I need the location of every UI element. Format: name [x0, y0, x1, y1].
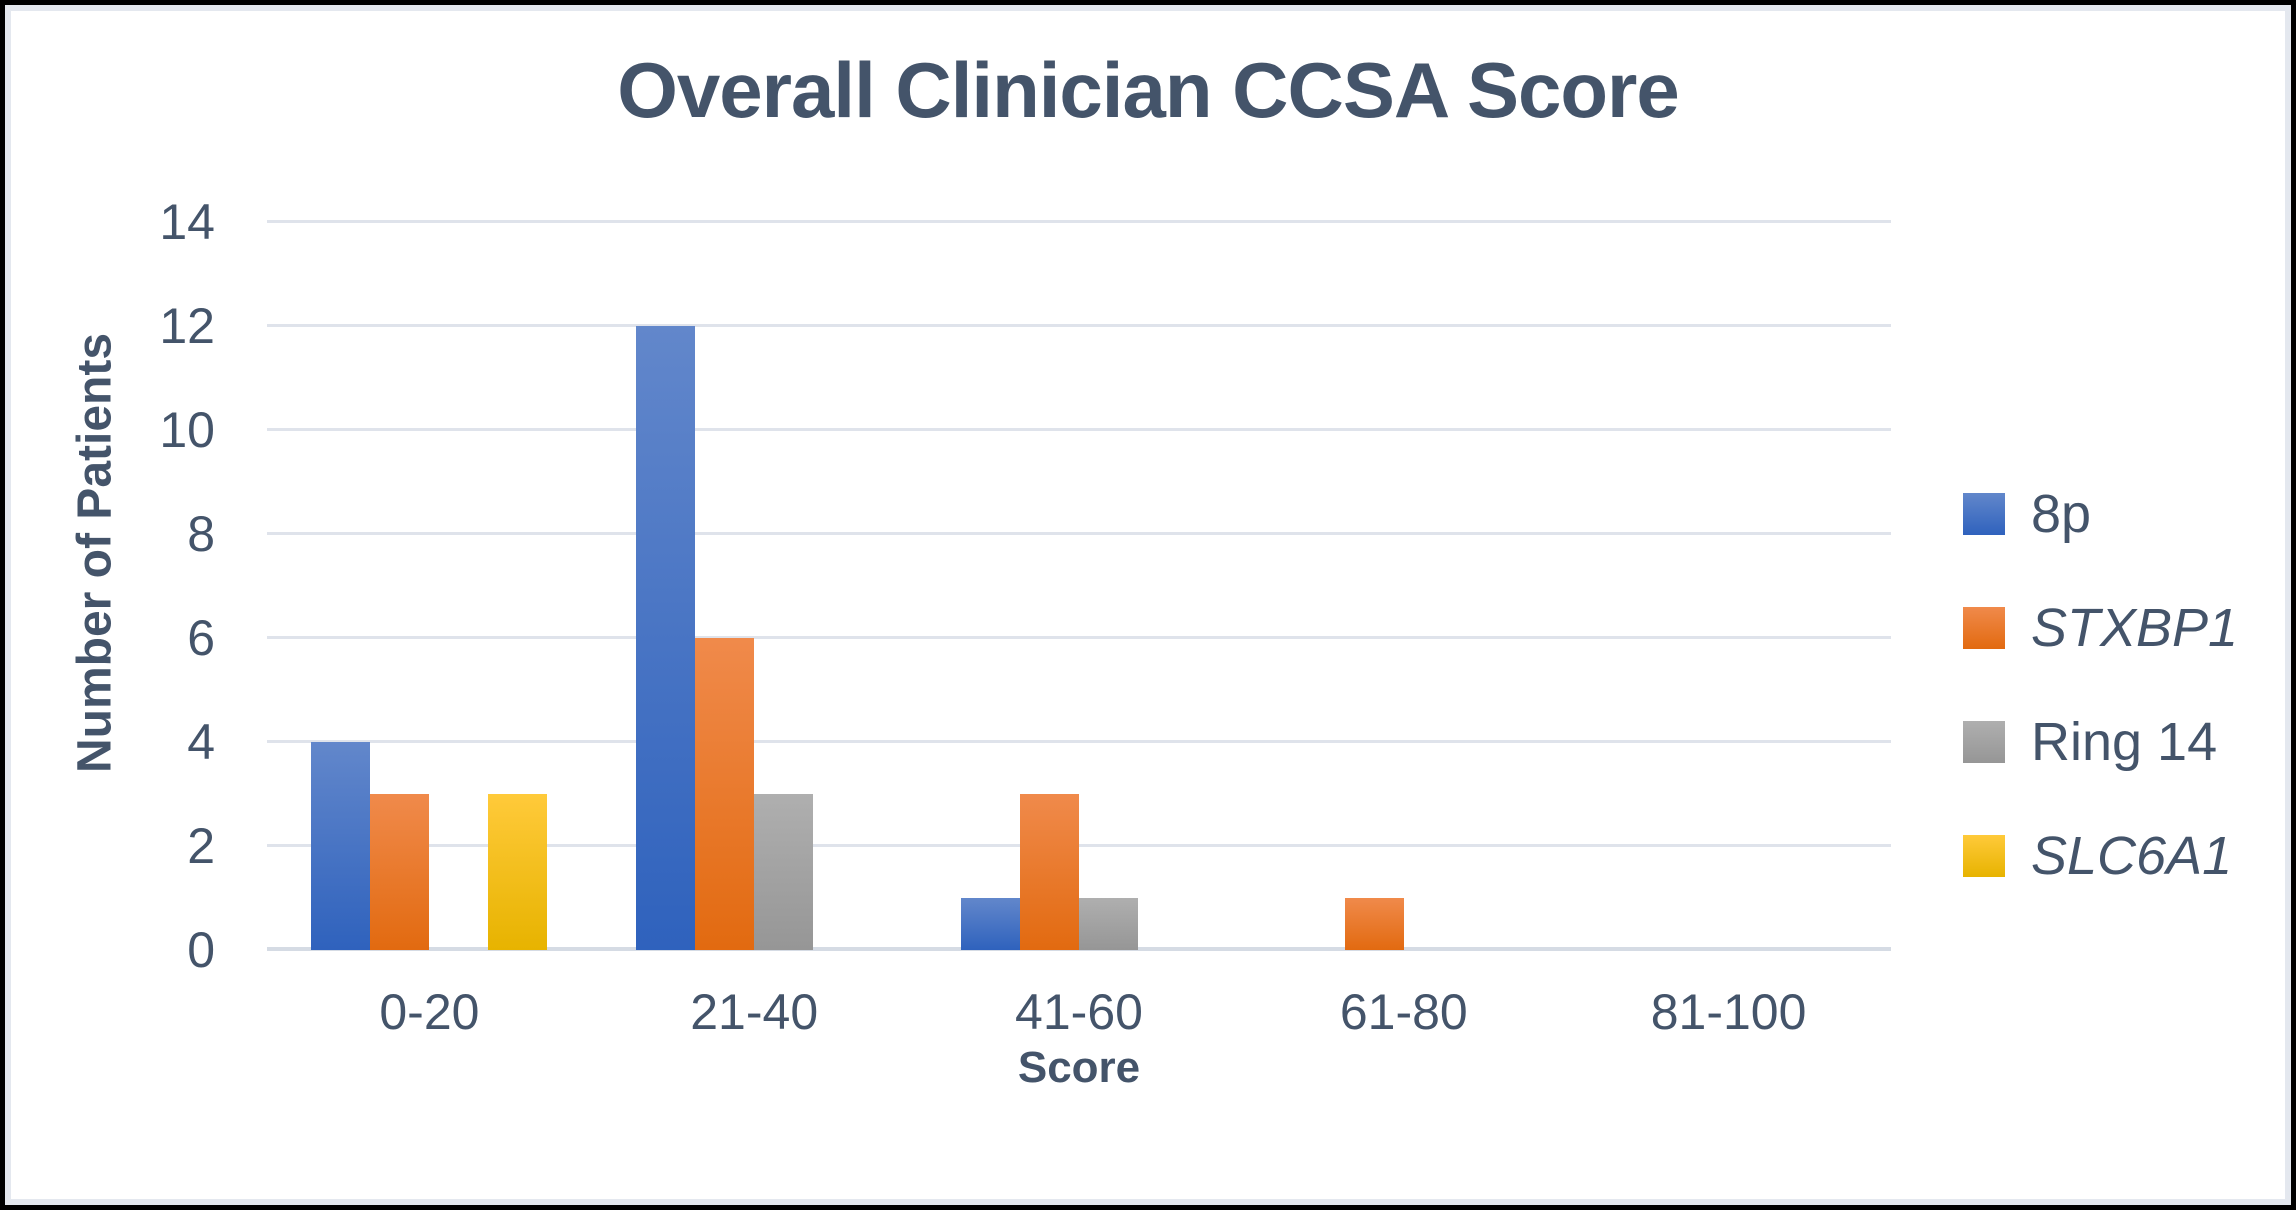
- legend-swatch-icon: [1963, 493, 2005, 535]
- bar-8p-21-40: [636, 326, 696, 950]
- legend-item-slc6a1: SLC6A1: [1963, 825, 2238, 887]
- y-tick-label: 8: [187, 506, 215, 562]
- y-tick-label: 14: [159, 194, 215, 250]
- gridline: [267, 636, 1891, 639]
- bar-ring14-41-60: [1079, 898, 1138, 950]
- bar-stxbp1-61-80: [1344, 898, 1404, 950]
- y-tick-label: 0: [187, 922, 215, 978]
- y-tick-label: 12: [159, 298, 215, 354]
- bar-stxbp1-41-60: [1020, 794, 1079, 950]
- x-tick-label: 0-20: [379, 984, 480, 1040]
- legend: 8p STXBP1 Ring 14 SLC6A1: [1963, 483, 2238, 887]
- legend-item-stxbp1: STXBP1: [1963, 597, 2238, 659]
- legend-label: Ring 14: [2031, 712, 2218, 772]
- gridline: [267, 532, 1891, 535]
- gridline: [267, 324, 1891, 327]
- legend-item-ring14: Ring 14: [1963, 711, 2238, 773]
- legend-label: 8p: [2031, 484, 2092, 544]
- gridline: [267, 220, 1891, 223]
- plot-area: [267, 220, 1891, 951]
- bar-stxbp1-0-20: [370, 794, 430, 950]
- gridline: [267, 428, 1891, 431]
- y-tick-label: 10: [159, 402, 215, 458]
- y-tick-label: 2: [187, 818, 215, 874]
- bar-slc6a1-0-20: [488, 794, 548, 950]
- legend-swatch-icon: [1963, 835, 2005, 877]
- bar-8p-0-20: [311, 742, 371, 950]
- chart-title: Overall Clinician CCSA Score: [617, 46, 1680, 134]
- gridline: [267, 740, 1891, 743]
- bar-ring14-21-40: [754, 794, 814, 950]
- x-tick-label: 21-40: [690, 984, 819, 1040]
- y-tick-label: 6: [187, 610, 215, 666]
- bar-stxbp1-21-40: [695, 638, 755, 950]
- legend-swatch-icon: [1963, 721, 2005, 763]
- legend-label: STXBP1: [2031, 598, 2239, 658]
- x-axis-title: Score: [1017, 1043, 1141, 1092]
- legend-label: SLC6A1: [2031, 826, 2233, 886]
- bar-8p-41-60: [961, 898, 1020, 950]
- gridline: [267, 844, 1891, 847]
- x-tick-label: 61-80: [1339, 984, 1468, 1040]
- x-tick-label: 81-100: [1650, 984, 1807, 1040]
- legend-item-8p: 8p: [1963, 483, 2238, 545]
- y-tick-label: 4: [187, 714, 215, 770]
- legend-swatch-icon: [1963, 607, 2005, 649]
- x-tick-label: 41-60: [1015, 984, 1143, 1040]
